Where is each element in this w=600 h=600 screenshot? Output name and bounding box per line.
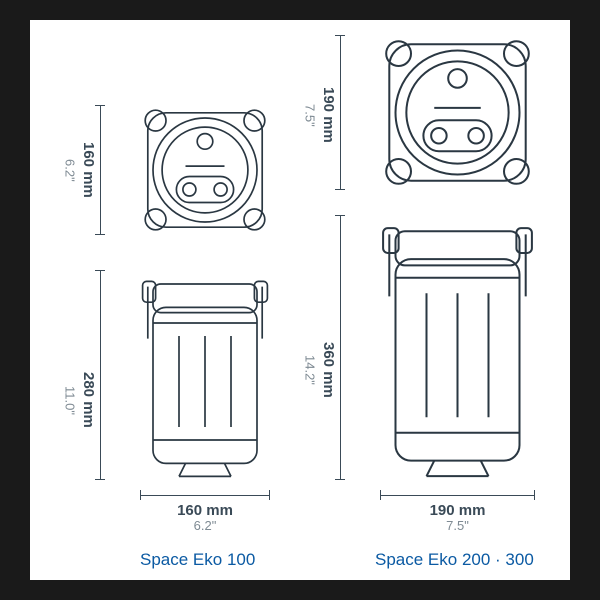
dim-mm: 160 mm	[80, 142, 97, 198]
dim-mm: 360 mm	[320, 342, 337, 398]
dim-in: 7.5"	[380, 519, 535, 534]
eko100-top-view	[140, 105, 270, 235]
eko100-side-view	[140, 270, 270, 480]
dimension-sheet: 160 mm 6.2" 280 mm 11.0" 160 mm 6.2" Spa…	[30, 20, 570, 580]
dim-in: 7.5"	[302, 104, 317, 127]
eko200-top-width-label: 190 mm 7.5"	[300, 55, 337, 175]
eko200-side-view	[380, 215, 535, 480]
dim-in: 14.2"	[302, 355, 317, 385]
dim-mm: 280 mm	[80, 372, 97, 428]
eko100-height-label: 280 mm 11.0"	[60, 320, 97, 480]
eko200-bottom-width-label: 190 mm 7.5"	[380, 502, 535, 534]
dim-in: 6.2"	[62, 159, 77, 182]
eko200-height-label: 360 mm 14.2"	[300, 290, 337, 450]
eko100-top-width-label: 160 mm 6.2"	[60, 110, 97, 230]
eko100-bottom-width-label: 160 mm 6.2"	[140, 502, 270, 534]
dim-in: 6.2"	[140, 519, 270, 534]
eko200-top-view	[380, 35, 535, 190]
eko100-title: Space Eko 100	[140, 550, 255, 570]
eko200-title: Space Eko 200 · 300	[375, 550, 534, 570]
dim-in: 11.0"	[62, 386, 77, 415]
dim-mm: 160 mm	[140, 502, 270, 519]
dim-mm: 190 mm	[320, 87, 337, 143]
dim-mm: 190 mm	[380, 502, 535, 519]
